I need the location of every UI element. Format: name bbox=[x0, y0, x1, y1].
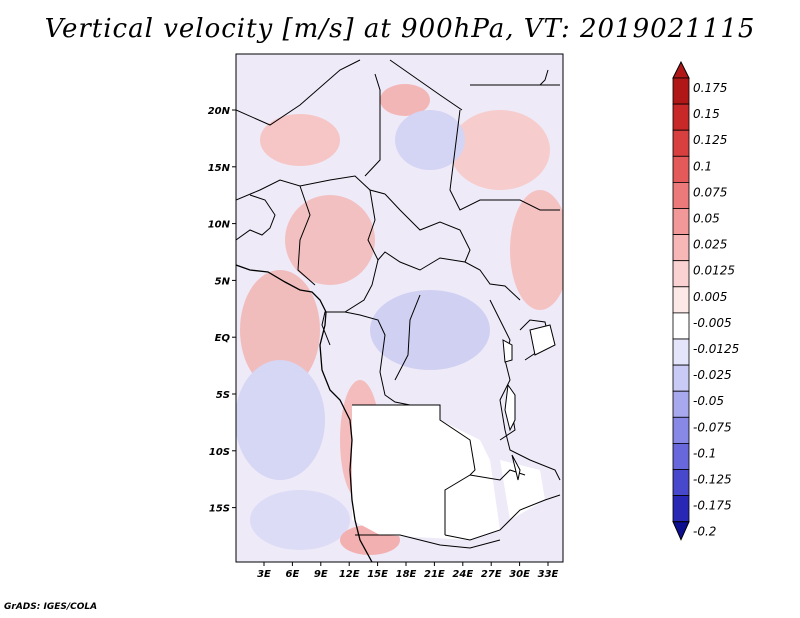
lakes bbox=[502, 324, 556, 481]
lon-tick-label: 15E bbox=[367, 569, 388, 580]
colorbar-label: -0.175 bbox=[693, 499, 732, 513]
colorbar-swatch bbox=[672, 234, 690, 262]
colorbar-label: -0.1 bbox=[693, 446, 716, 460]
lon-tick-label: 33E bbox=[538, 569, 559, 580]
lat-tick-label: 10S bbox=[209, 447, 230, 458]
colorbar-swatch bbox=[672, 364, 690, 392]
lon-tick-label: 18E bbox=[396, 569, 417, 580]
map-title: Vertical velocity [m/s] at 900hPa, VT: 2… bbox=[44, 14, 756, 44]
footer-credit: GrADS: IGES/COLA bbox=[4, 602, 98, 612]
colorbar-label: -0.075 bbox=[693, 420, 732, 434]
coastline bbox=[236, 264, 373, 562]
colorbar-swatch bbox=[672, 181, 690, 209]
lon-tick-label: 27E bbox=[481, 569, 502, 580]
lon-tick-label: 24E bbox=[452, 569, 473, 580]
colorbar-swatch bbox=[672, 416, 690, 444]
colorbar-label: 0.0125 bbox=[693, 264, 735, 278]
longitude-axis: 3E 6E 9E 12E 15E 18E 21E 24E 27E 30E 33E bbox=[257, 562, 559, 580]
colorbar-label: -0.125 bbox=[693, 473, 732, 487]
colorbar-swatch bbox=[672, 155, 690, 183]
colorbar-swatch bbox=[672, 260, 690, 288]
latitude-axis: 20N 15N 10N 5N EQ 5S 10S 15S bbox=[208, 106, 236, 515]
colorbar-swatch bbox=[672, 338, 690, 366]
colorbar-label: -0.025 bbox=[693, 368, 732, 382]
colorbar-label: 0.075 bbox=[693, 185, 727, 199]
colorbar-label: 0.125 bbox=[693, 133, 727, 147]
lat-tick-label: 15S bbox=[209, 504, 230, 515]
colorbar-swatch bbox=[672, 469, 690, 497]
colorbar-label: 0.025 bbox=[693, 238, 727, 252]
colorbar-label: 0.1 bbox=[693, 159, 712, 173]
colorbar-label: 0.15 bbox=[693, 107, 720, 121]
lon-tick-label: 30E bbox=[509, 569, 530, 580]
colorbar-swatch bbox=[672, 286, 690, 314]
lon-tick-label: 6E bbox=[286, 569, 300, 580]
colorbar-swatch bbox=[672, 390, 690, 418]
lon-tick-label: 21E bbox=[424, 569, 445, 580]
colorbar: 0.175 0.15 0.125 0.1 0.075 0.05 0.025 0.0125 0.0… bbox=[672, 60, 739, 541]
lat-tick-label: 5N bbox=[215, 276, 231, 287]
velocity-field bbox=[236, 54, 563, 562]
colorbar-label: 0.175 bbox=[693, 81, 727, 95]
colorbar-swatch bbox=[672, 208, 690, 236]
colorbar-label: 0.05 bbox=[693, 212, 720, 226]
colorbar-swatch bbox=[672, 442, 690, 470]
lat-tick-label: 15N bbox=[208, 163, 231, 174]
lat-tick-label: 20N bbox=[208, 106, 231, 117]
colorbar-label: -0.2 bbox=[693, 525, 716, 539]
colorbar-swatch bbox=[672, 77, 690, 105]
lon-tick-label: 9E bbox=[314, 569, 328, 580]
lat-tick-label: 10N bbox=[208, 220, 231, 231]
colorbar-swatch bbox=[672, 495, 690, 523]
lon-tick-label: 12E bbox=[339, 569, 360, 580]
colorbar-swatch bbox=[672, 312, 690, 340]
lat-tick-label: EQ bbox=[215, 333, 231, 344]
colorbar-label: -0.005 bbox=[693, 316, 732, 330]
colorbar-top-arrow bbox=[672, 60, 690, 79]
lon-tick-label: 3E bbox=[257, 569, 271, 580]
colorbar-label: -0.05 bbox=[693, 394, 724, 408]
lat-tick-label: 5S bbox=[216, 390, 230, 401]
colorbar-swatch bbox=[672, 103, 690, 131]
colorbar-bottom-arrow bbox=[672, 521, 690, 541]
map-frame bbox=[235, 53, 564, 563]
colorbar-label: 0.005 bbox=[693, 290, 727, 304]
colorbar-swatch bbox=[672, 129, 690, 157]
colorbar-label: -0.0125 bbox=[693, 342, 739, 356]
